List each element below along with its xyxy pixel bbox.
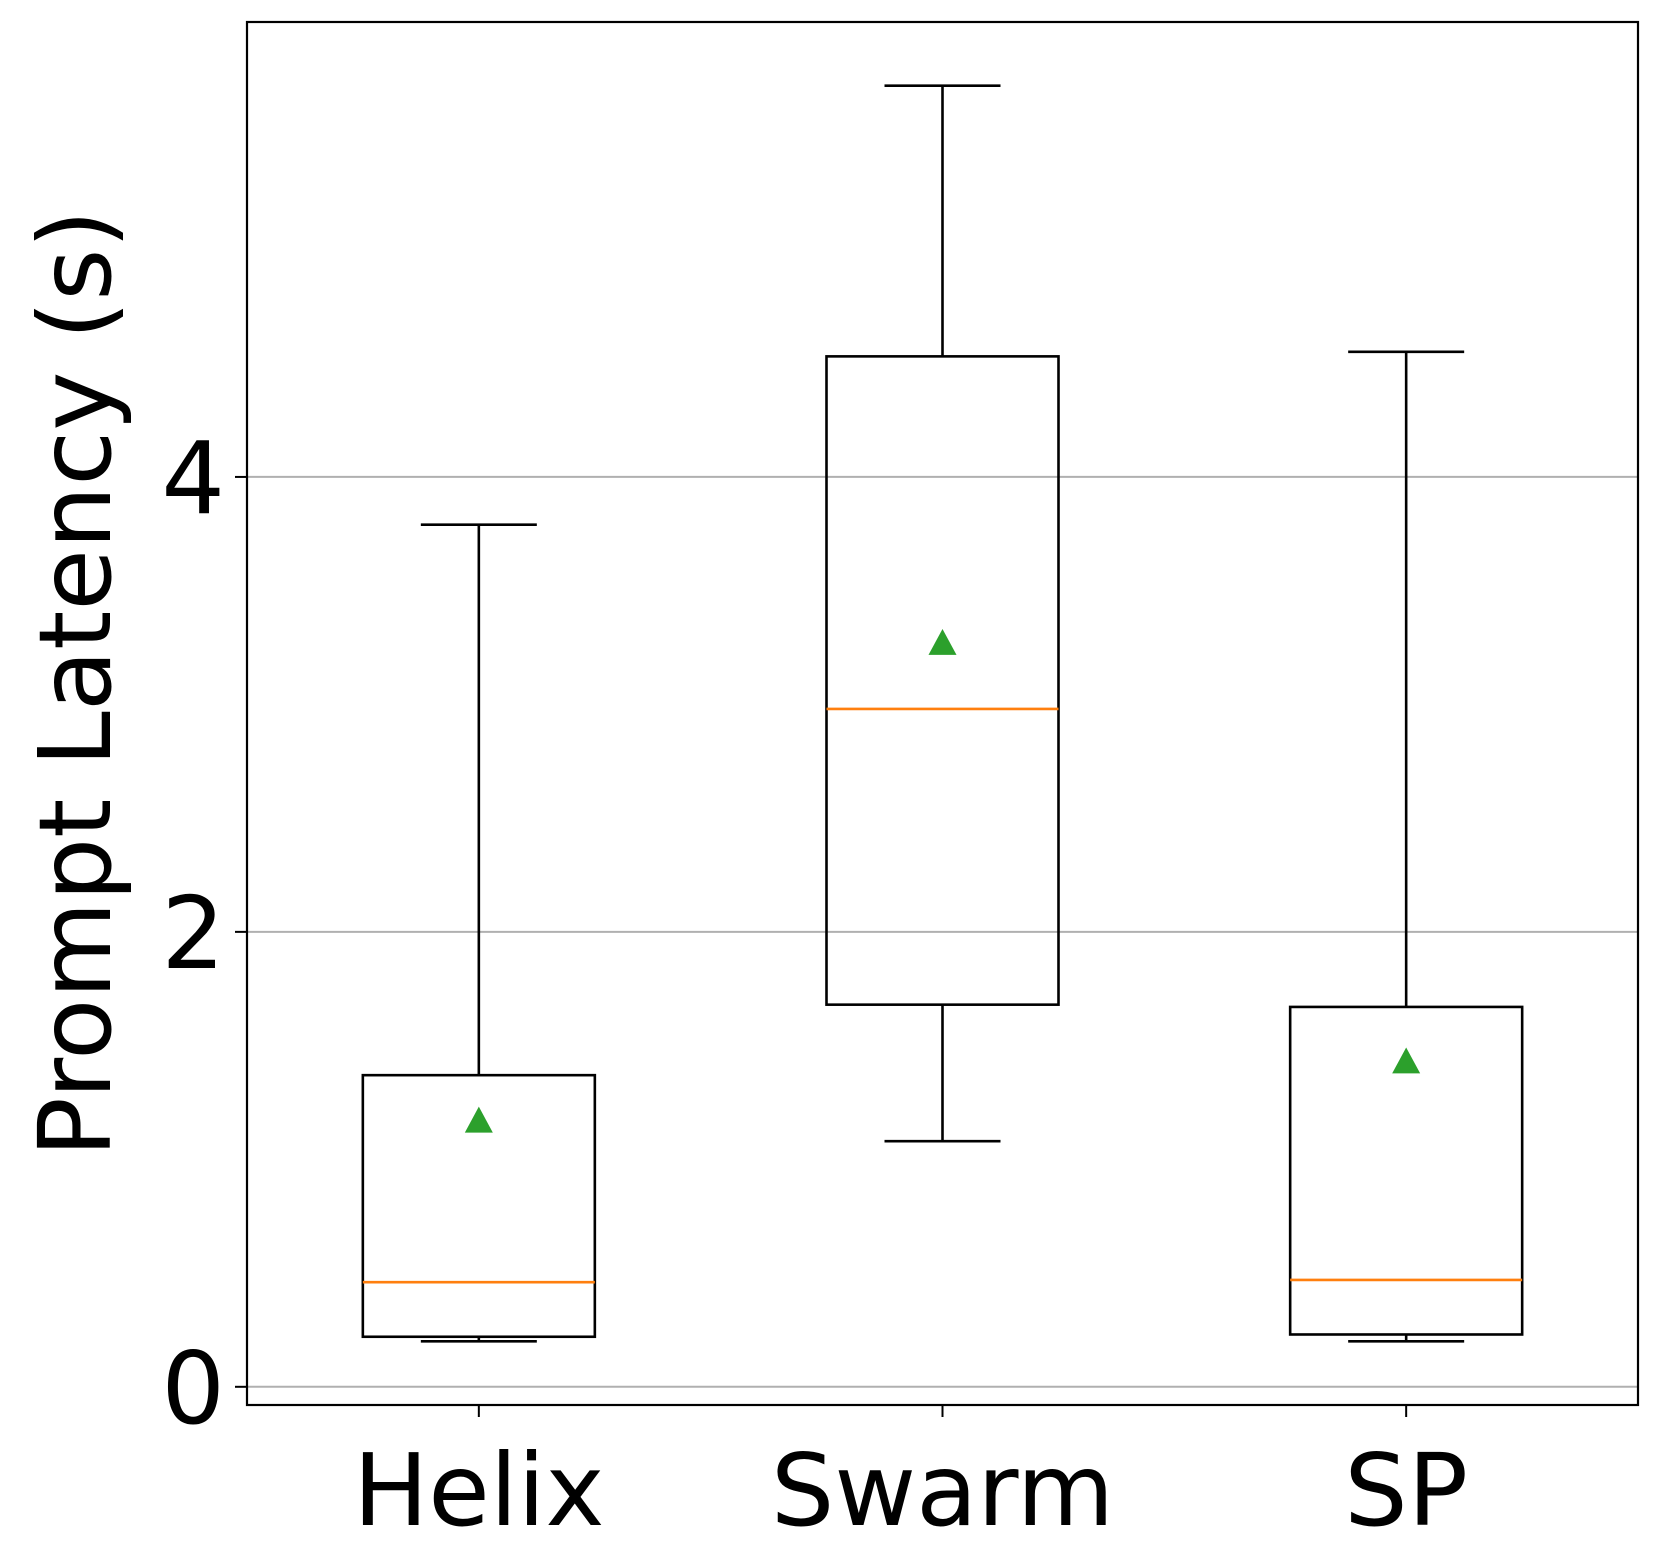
mean-marker (1392, 1047, 1421, 1074)
y-axis-label: Prompt Latency (s) (17, 210, 134, 1158)
iqr-box (825, 355, 1060, 1006)
boxes (361, 84, 1524, 1343)
y-tick-label: 0 (161, 1330, 225, 1447)
x-tick-label: SP (1344, 1432, 1468, 1549)
box-swarm (825, 84, 1060, 1143)
mean-marker (928, 628, 957, 655)
axes: 0 2 4 Helix Swarm SP (161, 420, 1468, 1549)
grid-lines (247, 475, 1638, 1388)
x-tick-label: Helix (353, 1432, 604, 1549)
mean-marker (464, 1106, 493, 1133)
x-tick-label: Swarm (771, 1432, 1114, 1549)
box-sp (1288, 350, 1524, 1343)
iqr-box (361, 1073, 597, 1339)
y-tick-label: 2 (161, 875, 225, 992)
box-helix (361, 523, 597, 1343)
y-tick-label: 4 (161, 420, 225, 537)
iqr-box (1288, 1005, 1524, 1336)
